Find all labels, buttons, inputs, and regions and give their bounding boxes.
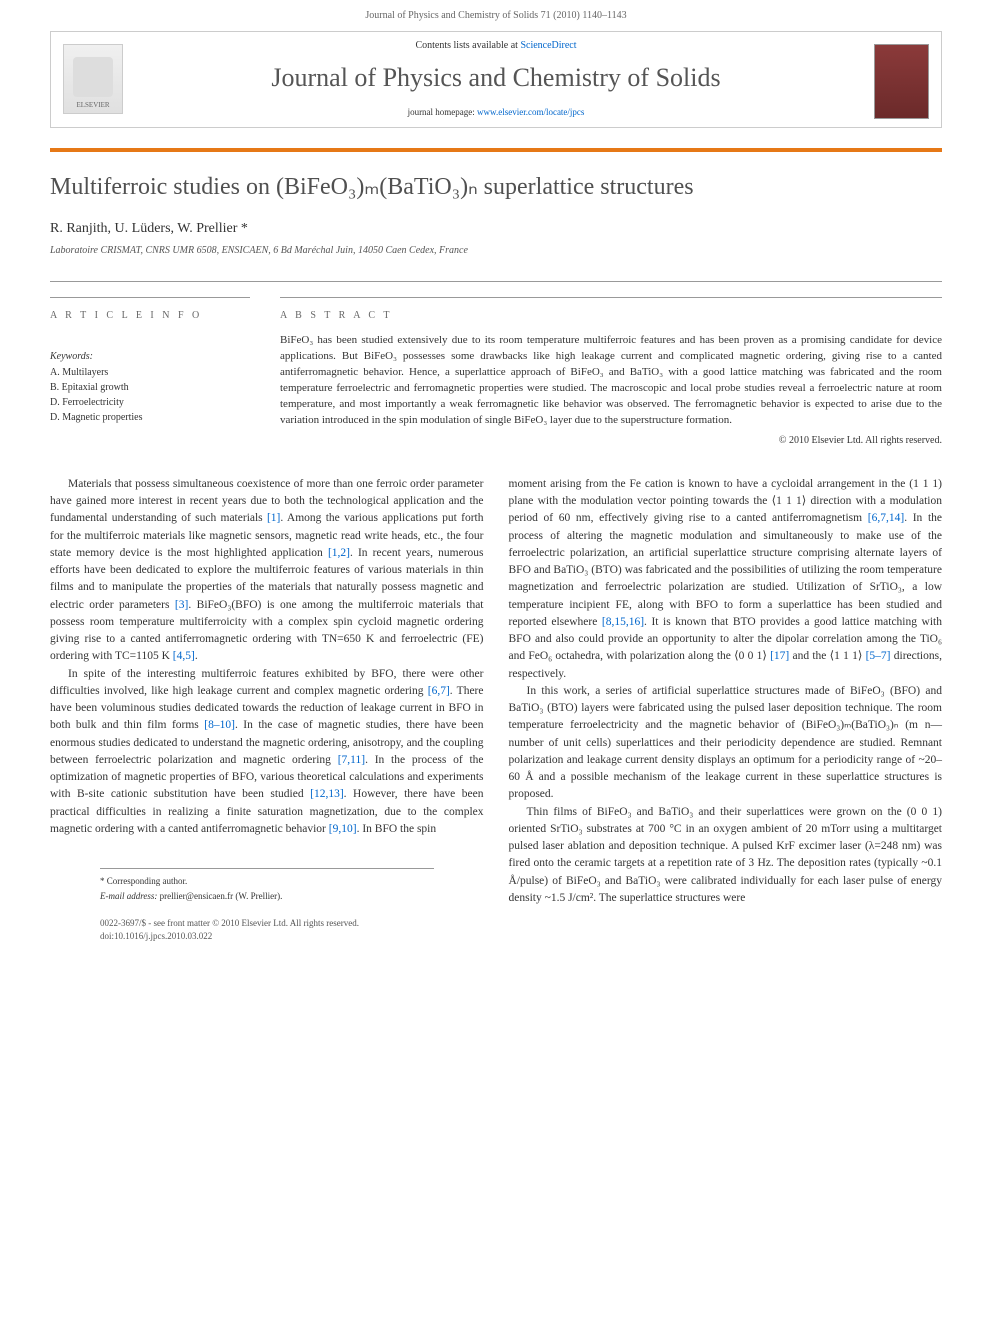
article-title: Multiferroic studies on (BiFeO₃)ₘ(BaTiO₃… [50, 172, 942, 203]
body-text: Materials that possess simultaneous coex… [50, 476, 942, 958]
keyword-item: B. Epitaxial growth [50, 380, 250, 395]
keyword-item: D. Magnetic properties [50, 410, 250, 425]
article-info-heading: A R T I C L E I N F O [50, 310, 250, 321]
abstract-heading: A B S T R A C T [280, 310, 942, 321]
info-abstract-section: A R T I C L E I N F O Keywords: A. Multi… [50, 281, 942, 446]
homepage-link[interactable]: www.elsevier.com/locate/jpcs [477, 107, 584, 117]
front-matter-line: 0022-3697/$ - see front matter © 2010 El… [100, 917, 434, 930]
keyword-item: D. Ferroelectricity [50, 395, 250, 410]
paragraph: Thin films of BiFeO₃ and BaTiO₃ and thei… [509, 804, 943, 908]
abstract-text: BiFeO₃ has been studied extensively due … [280, 333, 942, 429]
paragraph: Materials that possess simultaneous coex… [50, 476, 484, 666]
abstract-column: A B S T R A C T BiFeO₃ has been studied … [280, 297, 942, 446]
keywords-label: Keywords: [50, 351, 250, 362]
email-line: E-mail address: prellier@ensicaen.fr (W.… [100, 890, 434, 903]
keywords-list: A. Multilayers B. Epitaxial growth D. Fe… [50, 365, 250, 425]
journal-cover-thumbnail [874, 44, 929, 119]
body-column-right: moment arising from the Fe cation is kno… [509, 476, 943, 958]
journal-header-box: ELSEVIER Contents lists available at Sci… [50, 31, 942, 128]
paragraph: moment arising from the Fe cation is kno… [509, 476, 943, 683]
authors: R. Ranjith, U. Lüders, W. Prellier * [50, 221, 942, 237]
keyword-item: A. Multilayers [50, 365, 250, 380]
article-header: Multiferroic studies on (BiFeO₃)ₘ(BaTiO₃… [50, 172, 942, 256]
abstract-copyright: © 2010 Elsevier Ltd. All rights reserved… [280, 435, 942, 446]
corresponding-author-note: * Corresponding author. [100, 875, 434, 888]
contents-line: Contents lists available at ScienceDirec… [51, 32, 941, 55]
page-citation: Journal of Physics and Chemistry of Soli… [0, 0, 992, 31]
doi-line: doi:10.1016/j.jpcs.2010.03.022 [100, 930, 434, 943]
elsevier-logo: ELSEVIER [63, 44, 123, 114]
sciencedirect-link[interactable]: ScienceDirect [520, 40, 576, 51]
body-column-left: Materials that possess simultaneous coex… [50, 476, 484, 958]
doi-block: 0022-3697/$ - see front matter © 2010 El… [100, 917, 434, 942]
paragraph: In spite of the interesting multiferroic… [50, 666, 484, 839]
paragraph: In this work, a series of artificial sup… [509, 683, 943, 804]
journal-name: Journal of Physics and Chemistry of Soli… [51, 55, 941, 101]
homepage-line: journal homepage: www.elsevier.com/locat… [51, 101, 941, 127]
divider-bar [50, 148, 942, 152]
affiliation: Laboratoire CRISMAT, CNRS UMR 6508, ENSI… [50, 245, 942, 256]
footnotes: * Corresponding author. E-mail address: … [100, 868, 434, 902]
article-info-column: A R T I C L E I N F O Keywords: A. Multi… [50, 297, 250, 446]
